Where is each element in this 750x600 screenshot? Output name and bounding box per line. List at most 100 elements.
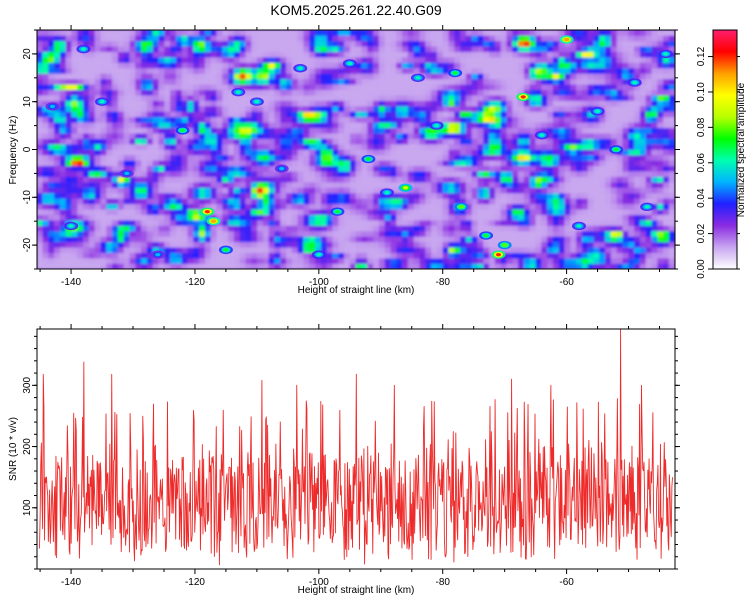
heatmap-cell (616, 35, 624, 42)
heatmap-cell (431, 56, 438, 63)
heatmap-cell (460, 181, 467, 188)
heatmap-cell (257, 84, 264, 91)
heatmap-cell (384, 170, 392, 177)
heatmap-cell (460, 73, 467, 80)
heatmap-cell (587, 62, 595, 69)
heatmap-cell (512, 56, 519, 63)
heatmap-cell (94, 192, 102, 199)
heatmap-cell (245, 154, 252, 161)
heatmap-cell (645, 225, 653, 232)
heatmap-cell (117, 198, 125, 205)
heatmap-cell (552, 30, 560, 36)
heatmap-cell (431, 225, 438, 232)
heatmap-cell (245, 94, 252, 101)
heatmap-cell (245, 165, 252, 172)
heatmap-cell (117, 192, 125, 199)
heatmap-cell (170, 263, 177, 269)
heatmap-cell (164, 263, 171, 269)
heatmap-cell (402, 170, 409, 177)
heatmap-cell (547, 94, 554, 101)
heatmap-cell (94, 241, 102, 248)
heatmap-cell (523, 127, 531, 134)
heatmap-cell (94, 263, 102, 269)
heatmap-cell (94, 160, 102, 167)
heatmap-cell (326, 257, 334, 264)
heatmap-cell (396, 252, 403, 259)
heatmap-cell (344, 219, 351, 226)
heatmap-cell (384, 30, 392, 36)
heatmap-cell (320, 187, 328, 194)
heatmap-cell (413, 116, 421, 123)
heatmap-cell (146, 225, 154, 232)
heatmap-cell (547, 160, 554, 167)
heatmap-cell (645, 241, 653, 248)
heatmap-cell (181, 116, 189, 123)
heatmap-cell (639, 246, 647, 254)
heatmap-cell (349, 263, 357, 269)
heatmap-cell (605, 252, 612, 259)
heatmap-cell (193, 84, 200, 91)
heatmap-cell (280, 192, 287, 199)
heatmap-cell (576, 132, 583, 139)
heatmap-cell (605, 246, 612, 254)
heatmap-cell (175, 225, 183, 232)
heatmap-cell (262, 160, 270, 167)
heatmap-cell (170, 127, 177, 134)
heatmap-cell (373, 132, 380, 139)
heatmap-cell (344, 187, 351, 194)
heatmap-cell (106, 45, 113, 53)
heatmap-cell (378, 241, 386, 248)
heatmap-cell (187, 105, 194, 112)
heatmap-cell (320, 246, 328, 254)
heatmap-cell (460, 51, 467, 58)
heatmap-cell (117, 154, 125, 161)
heatmap-cell (286, 111, 293, 118)
heatmap-cell (245, 252, 252, 259)
heatmap-cell (616, 214, 624, 221)
heatmap-cell (535, 78, 542, 85)
heatmap-cell (489, 73, 496, 80)
heatmap-cell (454, 198, 461, 205)
heatmap-cell (164, 116, 171, 123)
heatmap-cell (599, 94, 606, 101)
heatmap-cell (309, 45, 316, 53)
heatmap-cell (587, 51, 595, 58)
heatmap-cell (268, 45, 276, 53)
heatmap-cell (54, 198, 61, 205)
heatmap-cell (309, 203, 316, 210)
heatmap-cell (152, 225, 160, 232)
heatmap-cell (471, 149, 479, 156)
heatmap-cell (228, 94, 235, 101)
heatmap-cell (199, 122, 206, 129)
heatmap-cell (286, 165, 293, 172)
heatmap-cell (338, 84, 345, 91)
heatmap-cell (367, 170, 374, 177)
heatmap-cell (146, 111, 154, 118)
heatmap-cell (309, 241, 316, 248)
heatmap-cell (332, 230, 339, 237)
heatmap-cell (460, 45, 467, 53)
heatmap-cell (570, 149, 577, 156)
heatmap-cell (112, 122, 119, 129)
heatmap-cell (123, 56, 131, 63)
heatmap-cell (286, 192, 293, 199)
heatmap-cell (280, 132, 287, 139)
heatmap-cell (373, 105, 380, 112)
heatmap-cell (483, 257, 490, 264)
heatmap-cell (199, 30, 206, 36)
heatmap-cell (489, 176, 496, 183)
heatmap-cell (187, 160, 194, 167)
heatmap-cell (135, 154, 142, 161)
heatmap-cell (605, 160, 612, 167)
heatmap-cell (657, 214, 664, 221)
heatmap-cell (48, 208, 55, 215)
heatmap-cell (239, 192, 247, 199)
heatmap-cell (257, 89, 264, 96)
heatmap-cell (593, 203, 600, 210)
heatmap-cell (262, 187, 270, 194)
heatmap-cell (146, 35, 154, 42)
heatmap-cell (402, 51, 409, 58)
heatmap-cell (471, 94, 479, 101)
heatmap-cell (471, 257, 479, 264)
heatmap-cell (535, 149, 542, 156)
